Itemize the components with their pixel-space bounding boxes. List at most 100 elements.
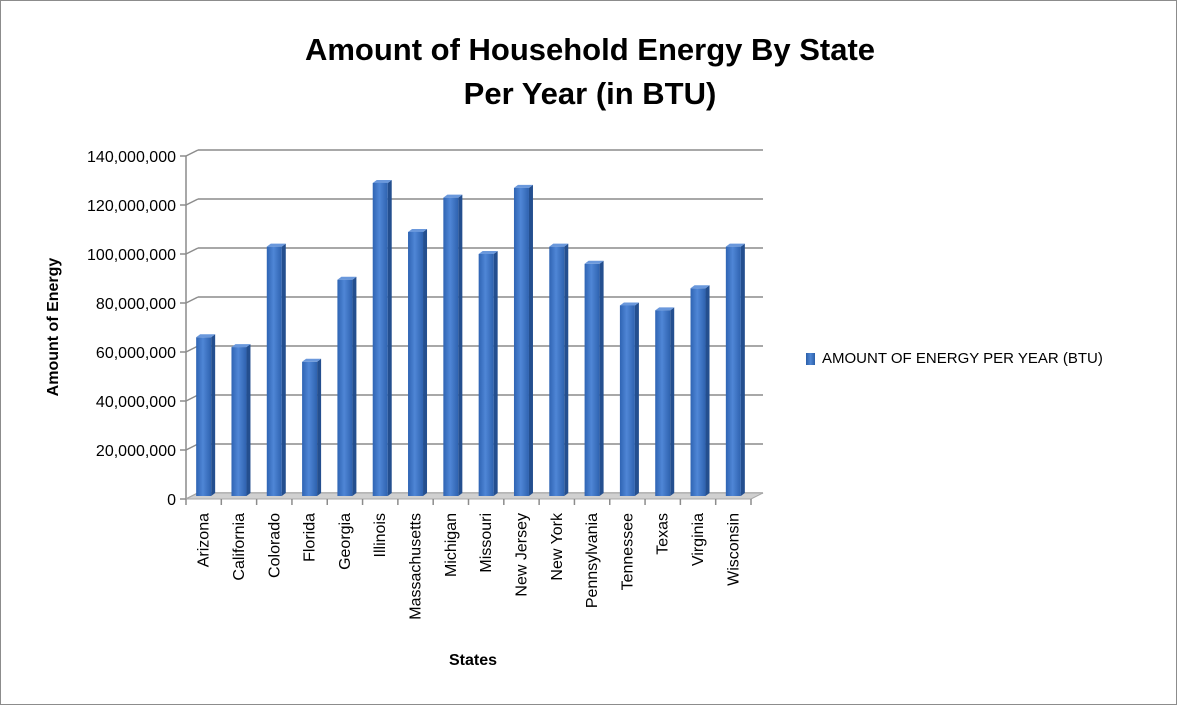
x-tick-label: Tennessee <box>619 513 636 590</box>
bar-front <box>619 305 635 496</box>
bar-front <box>549 246 565 496</box>
legend-swatch <box>806 352 815 365</box>
bar-top <box>372 179 392 183</box>
bar <box>372 179 392 496</box>
bar-top <box>337 276 357 280</box>
chart-title: Amount of Household Energy By State Per … <box>190 28 990 116</box>
x-tick-label: New York <box>549 512 566 581</box>
x-tick-label: California <box>231 513 248 581</box>
bar-side <box>493 251 498 496</box>
y-tick-label: 100,000,000 <box>87 247 176 264</box>
bar <box>478 251 498 496</box>
bar-top <box>443 194 463 198</box>
x-tick-label: Virginia <box>690 513 707 566</box>
y-tick-label: 80,000,000 <box>96 296 176 313</box>
y-tick-labels: 0 20,000,000 40,000,000 60,000,000 80,000,00… <box>87 149 176 509</box>
x-tick-label: New Jersey <box>513 513 530 597</box>
bar-front <box>584 263 600 496</box>
bar-top <box>231 344 251 348</box>
y-tick-label: 40,000,000 <box>96 394 176 411</box>
bar <box>337 276 357 496</box>
bar-side <box>211 334 216 496</box>
bar <box>584 260 604 496</box>
x-tick-label: Pennsylvania <box>584 513 601 608</box>
bar-front <box>196 337 212 496</box>
bar-side <box>564 243 569 496</box>
x-tick-label: Massachusetts <box>408 513 425 620</box>
bar-front <box>725 246 741 496</box>
bar-side <box>458 194 463 496</box>
bar-side <box>740 243 745 496</box>
y-tick-label: 0 <box>167 492 176 509</box>
bar-front <box>266 246 282 496</box>
bar-top <box>478 251 498 254</box>
bar <box>655 307 675 496</box>
bar-side <box>281 243 286 496</box>
bar-side <box>705 285 710 496</box>
bar-layer <box>196 179 745 496</box>
bar-side <box>423 228 428 496</box>
bar-front <box>478 254 494 496</box>
bar <box>231 344 251 496</box>
x-tick-label: Arizona <box>196 513 213 567</box>
bar <box>725 243 745 496</box>
y-tick-label: 60,000,000 <box>96 345 176 362</box>
bar-side <box>246 344 251 496</box>
chart-title-line-2: Per Year (in BTU) <box>463 76 717 111</box>
y-axis-title: Amount of Energy <box>45 258 62 397</box>
bar-top <box>655 307 675 311</box>
bar-front <box>337 279 353 496</box>
gridline-depth <box>185 296 199 304</box>
bar-top <box>690 285 710 289</box>
x-tick-label: Texas <box>655 513 672 555</box>
x-tick-label: Michigan <box>443 513 460 577</box>
legend-label: AMOUNT OF ENERGY PER YEAR (BTU) <box>822 350 1103 367</box>
bar-top <box>549 243 569 247</box>
bar <box>619 302 639 496</box>
bar <box>302 358 322 496</box>
gridline-depth <box>185 198 199 206</box>
x-tick-label: Illinois <box>372 513 389 557</box>
bar-top <box>266 243 286 247</box>
chart-floor <box>185 492 764 500</box>
x-tick-labels: Arizona California Colorado Florida Georgia I… <box>185 499 752 620</box>
bar-side <box>599 260 604 496</box>
bar-front <box>690 288 706 496</box>
bar-side <box>352 276 357 496</box>
y-tick-label: 120,000,000 <box>87 198 176 215</box>
bar-side <box>387 179 392 496</box>
bar-front <box>443 197 459 496</box>
legend: AMOUNT OF ENERGY PER YEAR (BTU) <box>806 350 1103 367</box>
bar-side <box>634 302 639 496</box>
y-tick-label: 140,000,000 <box>87 149 176 166</box>
bar-top <box>196 334 216 338</box>
x-tick-label: Wisconsin <box>725 513 742 586</box>
bar <box>443 194 463 496</box>
bar <box>196 334 216 496</box>
gridline-depth <box>185 394 199 402</box>
bar <box>690 285 710 496</box>
bar-top <box>408 228 428 232</box>
bar <box>266 243 286 496</box>
gridline-depth <box>185 247 199 255</box>
bar-side <box>317 358 322 496</box>
x-tick-label: Georgia <box>337 513 354 570</box>
bar-front <box>302 361 318 496</box>
bar-front <box>513 187 529 496</box>
gridline-depth <box>185 443 199 451</box>
bar-top <box>725 243 745 247</box>
x-axis-title: States <box>449 652 497 669</box>
bar <box>549 243 569 496</box>
y-tick-label: 20,000,000 <box>96 443 176 460</box>
bar <box>513 184 533 496</box>
bar-side <box>670 307 675 496</box>
bar-front <box>231 347 247 496</box>
x-tick-label: Colorado <box>266 513 283 578</box>
bar-side <box>528 184 533 496</box>
x-tick-label: Missouri <box>478 513 495 573</box>
x-tick-label: Florida <box>302 513 319 562</box>
gridline-depth <box>185 149 199 157</box>
bar-top <box>619 302 639 306</box>
bar-top <box>302 358 322 362</box>
